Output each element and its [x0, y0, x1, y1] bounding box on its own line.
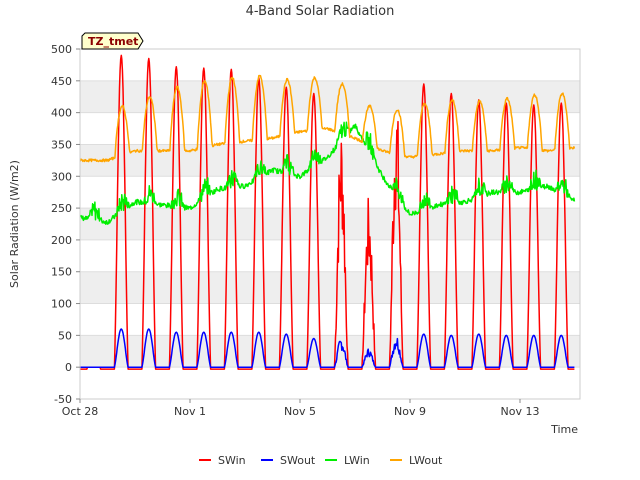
y-tick-label: 150 [51, 266, 72, 279]
plot-frame [79, 48, 581, 400]
y-tick-label: 200 [51, 234, 72, 247]
x-tick-label: Nov 5 [284, 405, 316, 418]
series-line-lwout [79, 74, 576, 163]
x-tick-label: Nov 1 [174, 405, 206, 418]
grid-band [80, 208, 580, 240]
y-tick-label: 400 [51, 107, 72, 120]
series-line-lwin [79, 121, 576, 225]
y-tick-label: 50 [58, 329, 72, 342]
x-tick-label: Nov 9 [394, 405, 426, 418]
grid-band [80, 80, 580, 113]
y-tick-label: 500 [51, 43, 72, 56]
legend-label-lwin: LWin [344, 454, 370, 467]
y-tick-label: 250 [51, 202, 72, 215]
grid-band [80, 271, 580, 304]
grid-band [80, 335, 580, 368]
y-tick-label: -50 [54, 393, 72, 406]
y-tick-label: 0 [65, 361, 72, 374]
site-badge [81, 32, 144, 50]
y-tick-label: 450 [51, 75, 72, 88]
x-tick-label: Nov 13 [501, 405, 540, 418]
legend-label-lwout: LWout [409, 454, 443, 467]
y-tick-label: 300 [51, 170, 72, 183]
series-line-swout [79, 328, 575, 368]
x-axis-title: Time [550, 423, 578, 436]
y-axis-title: Solar Radiation (W/m2) [8, 160, 21, 288]
site-badge-label: TZ_tmet [88, 35, 138, 48]
series-line-swin [79, 54, 575, 370]
x-tick-label: Oct 28 [62, 405, 99, 418]
y-tick-label: 350 [51, 138, 72, 151]
y-tick-label: 100 [51, 298, 72, 311]
plot-background [80, 49, 580, 400]
legend-label-swin: SWin [218, 454, 246, 467]
grid-band [80, 144, 580, 177]
chart-title: 4-Band Solar Radiation [246, 4, 395, 19]
legend-label-swout: SWout [280, 454, 316, 467]
series-group [79, 54, 576, 370]
